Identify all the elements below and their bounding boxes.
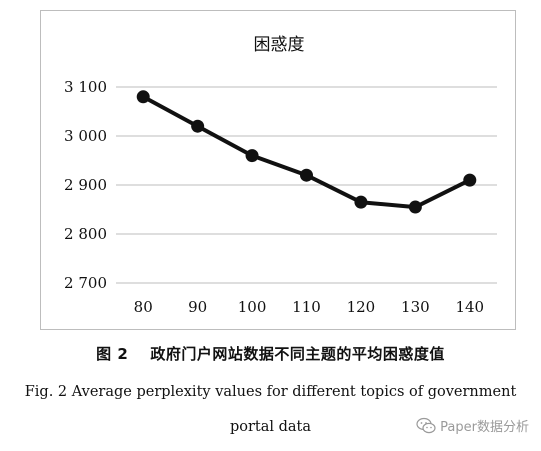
figure-caption-english-line1: Fig. 2 Average perplexity values for dif…	[24, 384, 517, 400]
x-tick-label: 120	[347, 298, 376, 316]
y-tick-label: 2 700	[64, 274, 107, 292]
data-point	[136, 90, 150, 104]
y-tick-label: 3 100	[64, 78, 107, 96]
data-point	[245, 149, 259, 163]
x-tick-label: 80	[134, 298, 153, 316]
y-tick-label: 3 000	[64, 127, 107, 145]
x-tick-label: 140	[455, 298, 484, 316]
chart-title: 困惑度	[254, 35, 305, 55]
data-point	[354, 195, 368, 209]
figure-label: 图 2	[96, 345, 129, 363]
data-point	[300, 168, 313, 182]
series-line-layer	[136, 90, 477, 214]
line-chart: 困惑度 2 700 2 800 2 900 3 000 3 100 80 90 100 110…	[64, 35, 497, 316]
gridlines	[116, 86, 497, 284]
figure-caption-text-cn: 政府门户网站数据不同主题的平均困惑度值	[150, 345, 445, 363]
figure-caption-english-line2: portal data	[229, 419, 312, 435]
watermark-text: Paper数据分析	[440, 420, 529, 435]
wechat-icon	[416, 417, 436, 433]
x-axis-ticks: 80 90 100 110 120 130 140	[134, 298, 484, 316]
data-point	[191, 119, 205, 133]
x-tick-label: 110	[292, 298, 321, 316]
x-tick-label: 100	[238, 298, 267, 316]
y-tick-label: 2 900	[64, 176, 107, 194]
x-tick-label: 90	[188, 298, 207, 316]
series-line	[142, 95, 471, 210]
y-axis-ticks: 2 700 2 800 2 900 3 000 3 100	[64, 78, 107, 292]
y-tick-label: 2 800	[64, 225, 107, 243]
data-point	[463, 173, 477, 187]
figure-caption-chinese: 图 2 政府门户网站数据不同主题的平均困惑度值	[0, 343, 541, 364]
x-tick-label: 130	[401, 298, 430, 316]
data-point	[408, 200, 422, 214]
watermark: Paper数据分析	[416, 416, 529, 435]
chart-frame: 困惑度 2 700 2 800 2 900 3 000 3 100 80 90 100 110…	[40, 10, 516, 330]
